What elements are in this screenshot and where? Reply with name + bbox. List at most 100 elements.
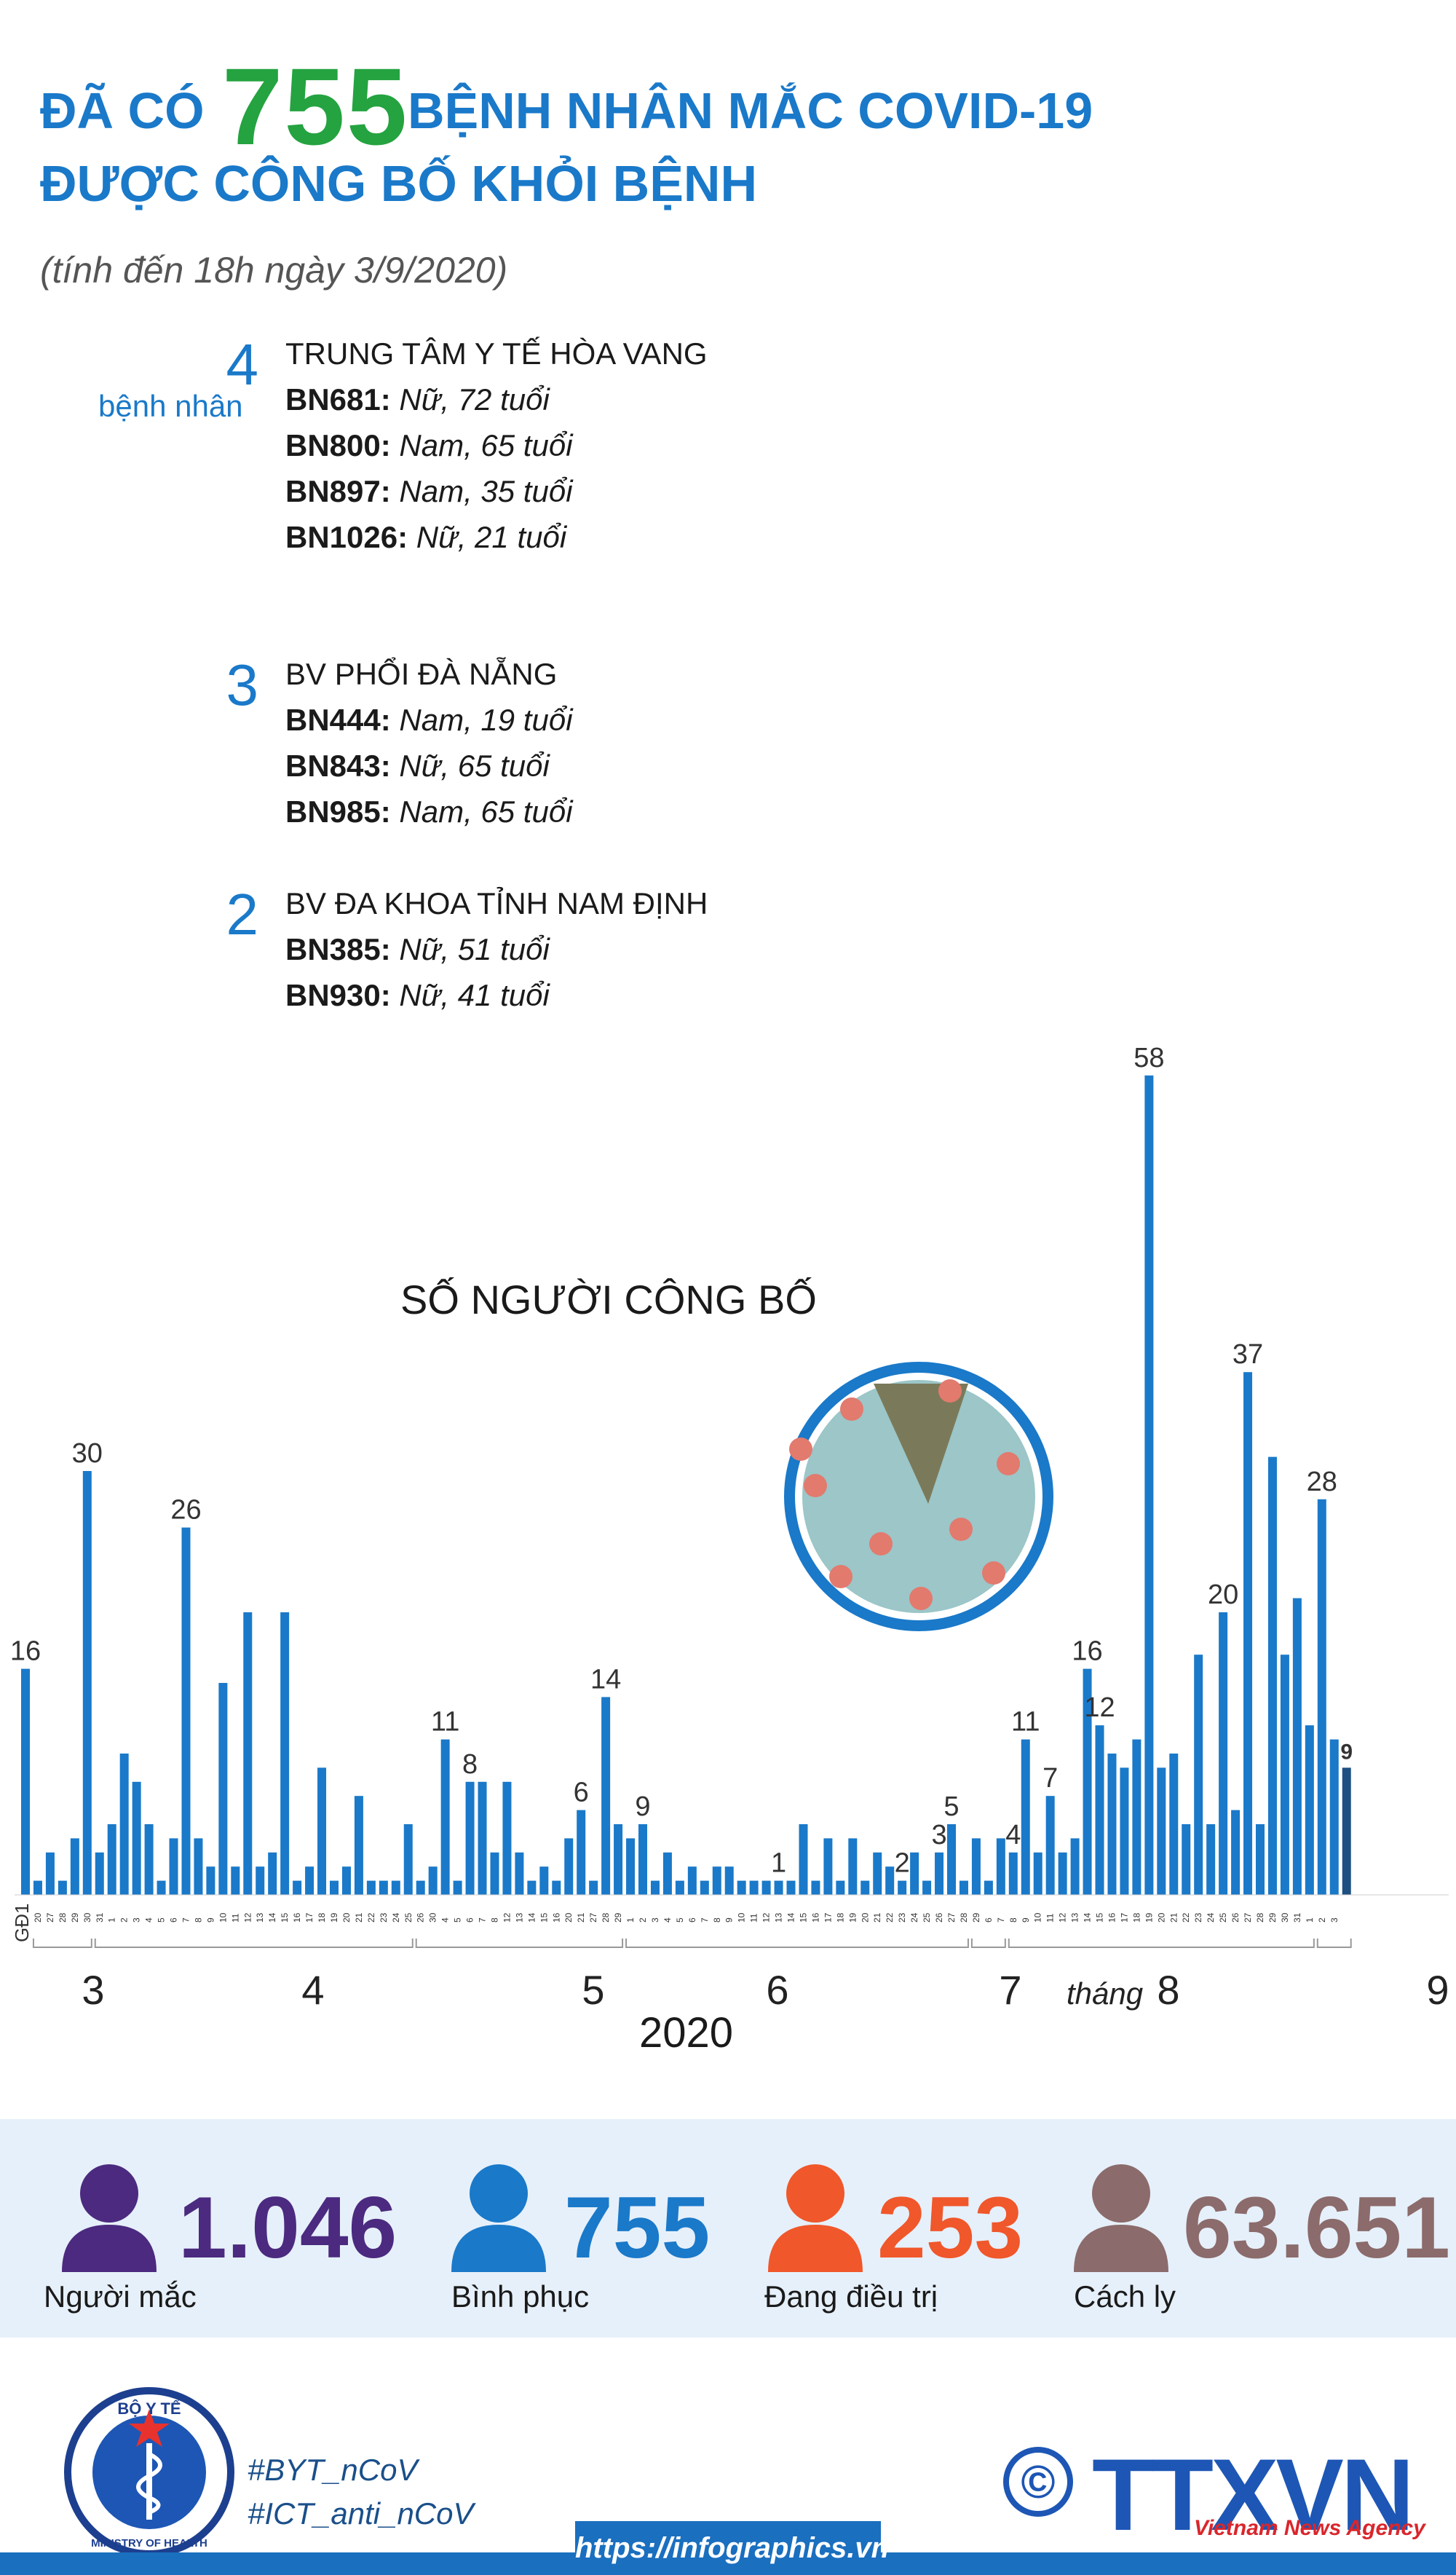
stat-value: 755 xyxy=(564,2179,711,2276)
group-place: BV PHỔI ĐÀ NẴNG xyxy=(285,657,558,691)
title-recovered-number: 755 xyxy=(222,45,409,167)
tick-label: 21 xyxy=(872,1912,882,1923)
bar xyxy=(169,1838,178,1895)
bar xyxy=(539,1866,549,1895)
bar xyxy=(21,1668,30,1895)
tick-label: 16 xyxy=(551,1912,561,1923)
bar xyxy=(132,1781,141,1895)
tick-label: 7 xyxy=(478,1917,488,1923)
tick-label: 27 xyxy=(946,1912,957,1923)
data-label: 14 xyxy=(590,1664,621,1695)
title-line2: ĐƯỢC CÔNG BỐ KHỎI BỆNH xyxy=(40,155,758,212)
virus-spike xyxy=(840,1397,863,1421)
title-line1-prefix: ĐÃ CÓ xyxy=(40,82,205,139)
stat-label: Cách ly xyxy=(1074,2279,1176,2314)
tick-label: 17 xyxy=(304,1912,314,1923)
bar xyxy=(1132,1739,1142,1895)
patient-row: BN444: Nam, 19 tuổi xyxy=(285,703,573,738)
bar xyxy=(564,1838,574,1895)
tick-label: 17 xyxy=(823,1912,833,1923)
bar xyxy=(354,1796,363,1895)
bar xyxy=(971,1838,981,1895)
tick-label: 4 xyxy=(662,1917,673,1923)
tick-label: 1 xyxy=(1305,1917,1315,1923)
bar xyxy=(82,1471,92,1895)
tick-label: 3 xyxy=(650,1917,660,1923)
data-label: 16 xyxy=(10,1636,41,1667)
bar xyxy=(1267,1456,1277,1895)
tick-label: 9 xyxy=(205,1917,215,1923)
virus-body xyxy=(802,1380,1035,1613)
data-label: 3 xyxy=(931,1820,946,1850)
bar xyxy=(885,1866,895,1895)
bar xyxy=(898,1880,907,1895)
month-label: 3 xyxy=(82,1967,104,2013)
tick-label: 30 xyxy=(1280,1912,1290,1923)
source-url[interactable]: https://infographics.vn xyxy=(575,2521,889,2575)
bar xyxy=(527,1880,537,1895)
tick-label: 13 xyxy=(255,1912,265,1923)
bar xyxy=(700,1880,709,1895)
data-label: 5 xyxy=(943,1791,959,1822)
person-icon xyxy=(451,2164,546,2272)
data-label: 4 xyxy=(1005,1820,1021,1850)
tick-label: 24 xyxy=(391,1912,401,1923)
bar xyxy=(515,1852,524,1895)
tick-label: 26 xyxy=(934,1912,944,1923)
tick-label: 29 xyxy=(613,1912,623,1923)
copyright-icon: © xyxy=(1003,2447,1073,2517)
patient-row: BN843: Nữ, 65 tuổi xyxy=(285,749,550,784)
hashtag-ict[interactable]: #ICT_anti_nCoV xyxy=(248,2496,474,2531)
data-label: 58 xyxy=(1133,1043,1164,1073)
subtitle-date: (tính đến 18h ngày 3/9/2020) xyxy=(40,250,508,291)
tick-label: 2 xyxy=(119,1917,130,1923)
tick-label: 18 xyxy=(1131,1912,1142,1923)
bar xyxy=(33,1880,42,1895)
tick-label: 4 xyxy=(440,1917,451,1923)
agency-logo: TTXVN xyxy=(1092,2437,1415,2552)
hashtag-byt[interactable]: #BYT_nCoV xyxy=(248,2453,418,2487)
tick-label: 14 xyxy=(267,1912,277,1923)
data-label: 28 xyxy=(1307,1467,1337,1497)
tick-label: 11 xyxy=(230,1913,240,1923)
tick-label: 1 xyxy=(107,1917,117,1923)
title-line1-suffix: BỆNH NHÂN MẮC COVID-19 xyxy=(408,82,1093,139)
bar xyxy=(712,1866,721,1895)
tick-label: 14 xyxy=(786,1912,796,1923)
data-label: 9 xyxy=(1340,1740,1353,1764)
tick-label: 7 xyxy=(996,1917,1006,1923)
tick-label: 22 xyxy=(885,1912,895,1923)
patient-id: BN930: xyxy=(285,978,391,1012)
data-label: 9 xyxy=(635,1791,650,1822)
tick-label: 22 xyxy=(1181,1912,1191,1923)
tick-label: 29 xyxy=(70,1912,80,1923)
virus-spike xyxy=(789,1438,812,1461)
tick-label: 10 xyxy=(737,1912,747,1923)
tick-label: 10 xyxy=(1033,1912,1043,1923)
bar xyxy=(786,1880,796,1895)
tick-label: 26 xyxy=(416,1912,426,1923)
patient-info: Nữ, 21 tuổi xyxy=(416,520,567,554)
virus-spike xyxy=(869,1532,893,1555)
data-label: 37 xyxy=(1233,1339,1263,1370)
bar xyxy=(675,1880,684,1895)
patient-row: BN897: Nam, 35 tuổi xyxy=(285,474,573,509)
bar xyxy=(761,1880,771,1895)
tick-label: 15 xyxy=(539,1912,549,1923)
chart-bars xyxy=(15,1075,1449,1896)
patient-row: BN800: Nam, 65 tuổi xyxy=(285,428,573,463)
group-place: TRUNG TÂM Y TẾ HÒA VANG xyxy=(285,336,708,371)
patient-row: BN930: Nữ, 41 tuổi xyxy=(285,978,550,1013)
bar xyxy=(922,1880,932,1895)
tick-label: 3 xyxy=(132,1917,142,1923)
month-label: 9 xyxy=(1426,1967,1449,2013)
group-count: 3 xyxy=(226,652,259,717)
tick-label: 31 xyxy=(1292,1912,1302,1923)
bar xyxy=(1157,1767,1166,1895)
bar xyxy=(391,1880,400,1895)
tick-label: 25 xyxy=(922,1912,932,1923)
bar xyxy=(860,1880,870,1895)
bar xyxy=(268,1852,277,1895)
bar xyxy=(144,1824,154,1895)
